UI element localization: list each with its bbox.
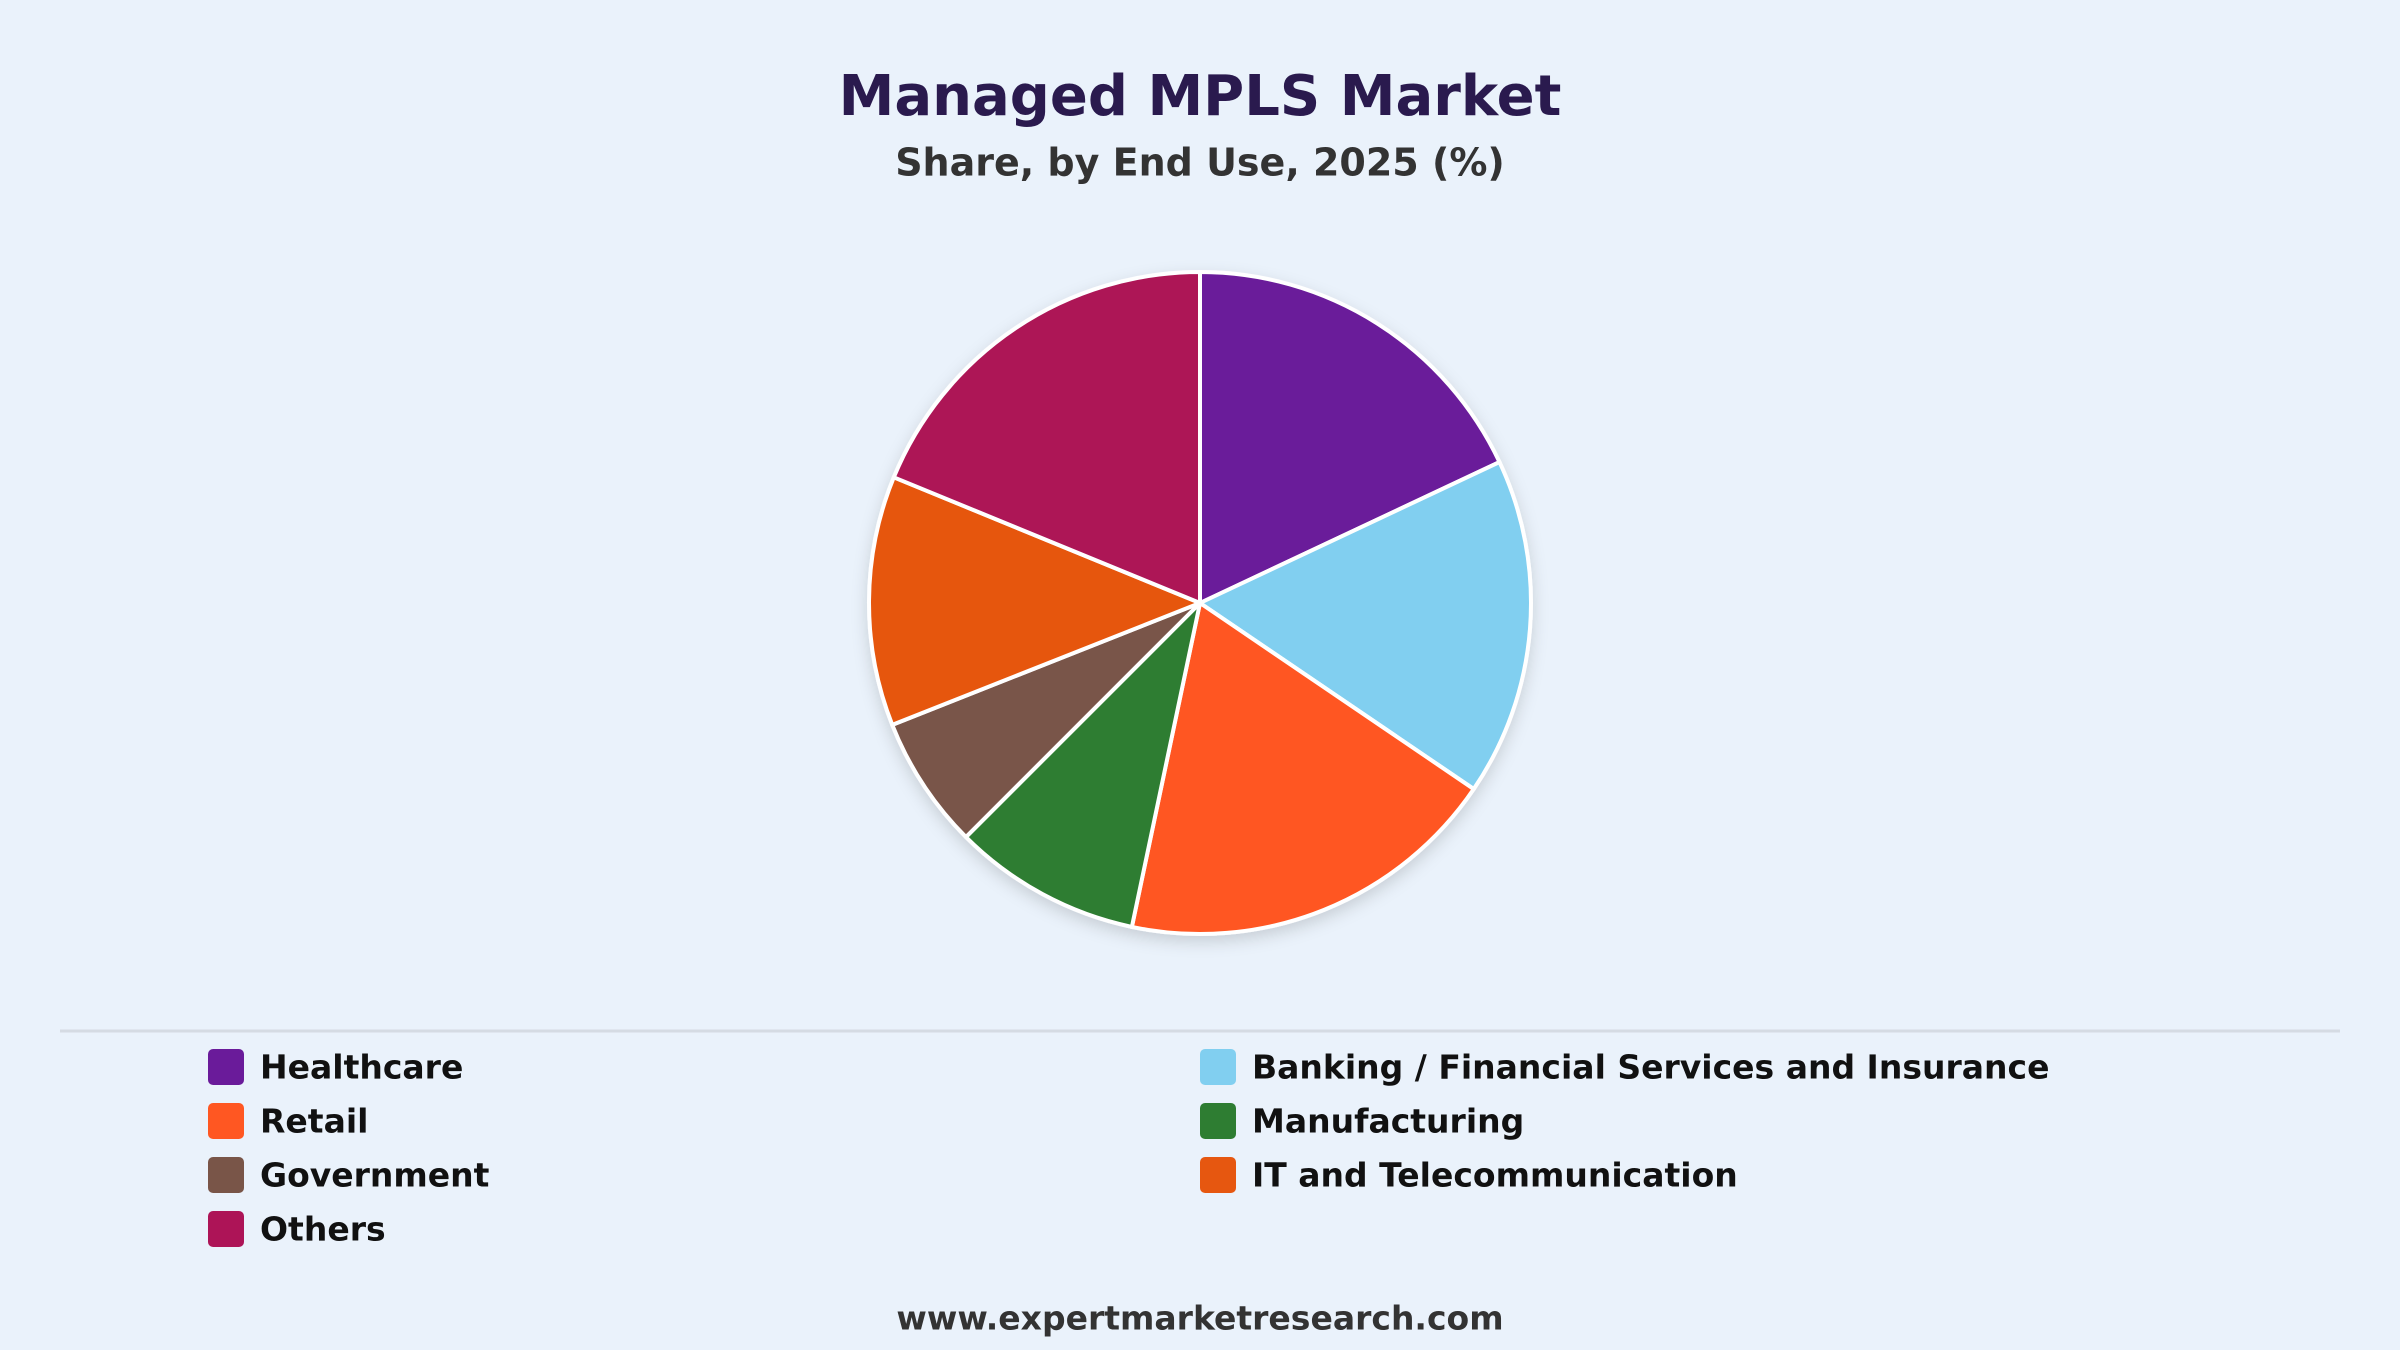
legend-label: Manufacturing	[1252, 1102, 1524, 1141]
pie-slice	[1198, 460, 1533, 792]
legend-swatch	[208, 1049, 244, 1085]
footer: www.expertmarketresearch.com	[896, 1299, 1503, 1338]
legend-label: Healthcare	[260, 1048, 463, 1087]
legend-label: Others	[260, 1210, 386, 1249]
legend-swatch	[208, 1157, 244, 1193]
chart-title: Managed MPLS Market	[839, 64, 1562, 129]
pie-slice	[963, 601, 1202, 929]
legend-label: IT and Telecommunication	[1252, 1156, 1738, 1195]
pie-slice	[867, 475, 1202, 727]
legend: Healthcare Banking / Financial Services a…	[208, 1048, 2049, 1249]
pie-slice	[1129, 601, 1476, 936]
pie	[867, 270, 1533, 936]
legend-label: Retail	[260, 1102, 368, 1141]
pie-slice	[890, 601, 1202, 840]
legend-swatch	[1200, 1157, 1236, 1193]
legend-swatch	[1200, 1103, 1236, 1139]
legend-label: Government	[260, 1156, 490, 1195]
pie-slice	[891, 270, 1202, 605]
legend-swatch	[208, 1211, 244, 1247]
legend-swatch	[208, 1103, 244, 1139]
pie-slice	[1198, 270, 1502, 605]
legend-label: Banking / Financial Services and Insuran…	[1252, 1048, 2049, 1087]
legend-swatch	[1200, 1049, 1236, 1085]
chart-subtitle: Share, by End Use, 2025 (%)	[895, 141, 1505, 185]
